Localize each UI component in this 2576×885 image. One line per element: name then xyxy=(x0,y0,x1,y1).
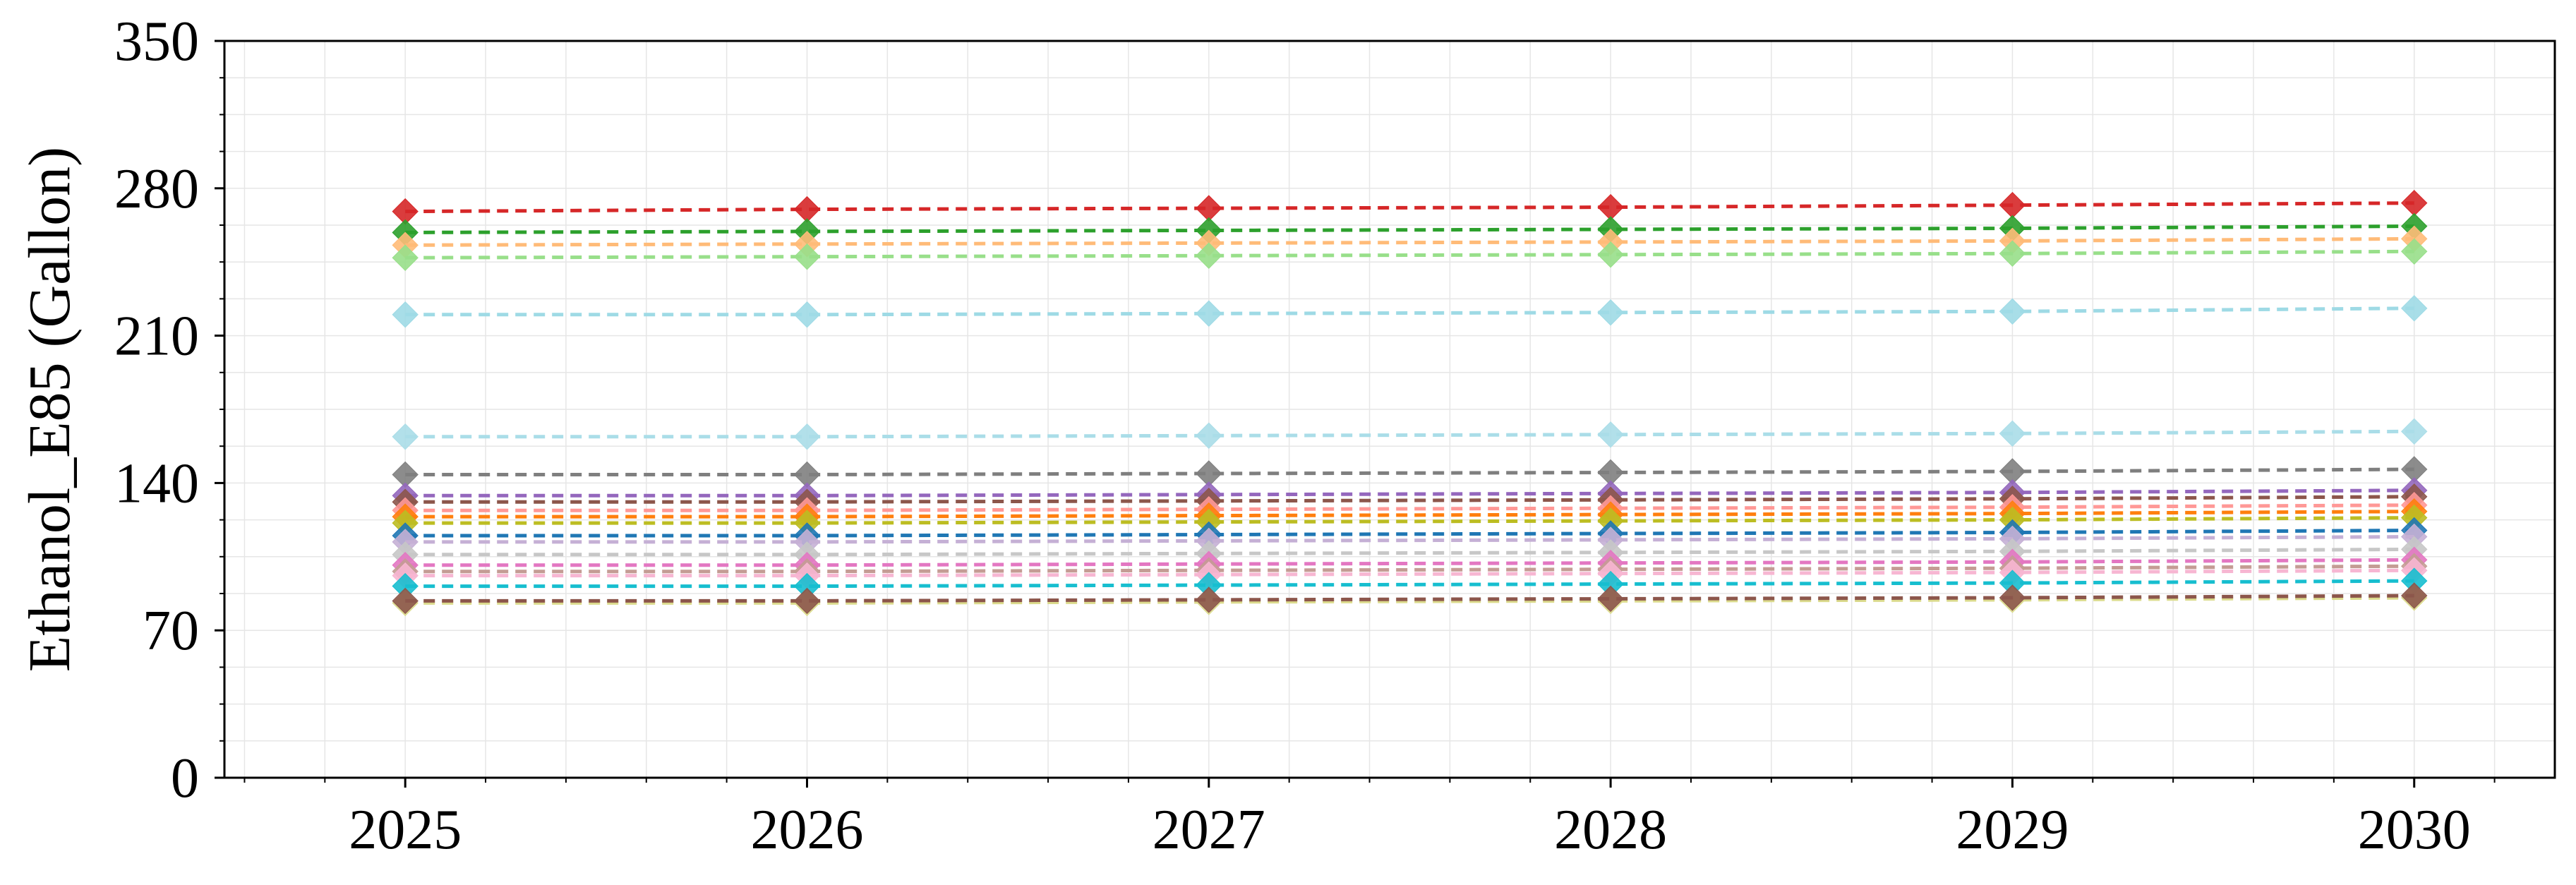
x-tick-label: 2027 xyxy=(1152,799,1265,861)
series-line xyxy=(405,306,2414,317)
y-tick-label: 0 xyxy=(171,747,199,809)
data-point xyxy=(1999,420,2026,447)
series-line xyxy=(405,495,2414,504)
series-line xyxy=(405,568,2414,578)
series-line xyxy=(405,596,2414,605)
data-point xyxy=(1999,584,2026,611)
data-point xyxy=(2401,582,2428,609)
series-line xyxy=(405,467,2414,476)
x-tick-label: 2029 xyxy=(1956,799,2069,861)
axis-ticks: 0 70 140 210 280 350 2025 2026 2027 2028 2029 2030 xyxy=(114,11,2496,861)
series-line xyxy=(405,429,2414,439)
data-point xyxy=(392,423,419,450)
x-tick-label: 2030 xyxy=(2358,799,2471,861)
data-point xyxy=(2401,238,2428,265)
series-line xyxy=(405,558,2414,567)
series-line xyxy=(405,529,2414,538)
series-line xyxy=(405,594,2414,603)
data-point xyxy=(1597,299,1624,326)
series-4 xyxy=(392,238,2428,271)
series-line xyxy=(405,510,2414,519)
y-tick-label: 210 xyxy=(114,306,199,368)
x-tick-label: 2028 xyxy=(1554,799,1667,861)
data-point xyxy=(793,423,821,450)
series-line xyxy=(405,488,2414,498)
series-line xyxy=(405,579,2414,589)
series-line xyxy=(405,516,2414,525)
series-5 xyxy=(392,295,2428,328)
y-tick-label: 280 xyxy=(114,158,199,220)
data-point xyxy=(1597,241,1624,268)
y-tick-label: 350 xyxy=(114,11,199,73)
series-line xyxy=(405,564,2414,574)
series-line xyxy=(405,224,2414,234)
data-point xyxy=(392,244,419,271)
data-point xyxy=(1196,300,1222,327)
x-tick-label: 2026 xyxy=(751,799,864,861)
series-line xyxy=(405,201,2414,214)
data-point xyxy=(1597,585,1624,613)
series-line xyxy=(405,547,2414,557)
grid-lines xyxy=(224,40,2555,778)
data-point xyxy=(2401,418,2428,445)
data-point xyxy=(392,301,419,328)
data-point xyxy=(1597,421,1624,448)
data-point xyxy=(1196,422,1222,449)
x-tick-label: 2025 xyxy=(349,799,462,861)
data-point xyxy=(2401,295,2428,322)
data-point xyxy=(793,587,821,615)
data-point xyxy=(1196,586,1222,613)
series-6 xyxy=(392,418,2428,450)
series-line xyxy=(405,503,2414,512)
series-group xyxy=(392,189,2428,617)
data-point xyxy=(1196,242,1222,269)
data-point xyxy=(793,301,821,328)
data-point xyxy=(793,243,821,270)
series-line xyxy=(405,535,2414,544)
y-tick-label: 70 xyxy=(143,600,199,662)
series-21 xyxy=(392,582,2428,615)
series-line xyxy=(405,236,2414,247)
series-line xyxy=(405,249,2414,260)
series-7 xyxy=(392,456,2428,488)
data-point xyxy=(1999,240,2026,267)
data-point xyxy=(392,587,419,615)
series-19 xyxy=(392,567,2428,600)
y-axis-label: Ethanol_E85 (Gallon) xyxy=(17,147,83,672)
data-point xyxy=(1999,298,2026,325)
y-tick-label: 140 xyxy=(114,452,199,514)
